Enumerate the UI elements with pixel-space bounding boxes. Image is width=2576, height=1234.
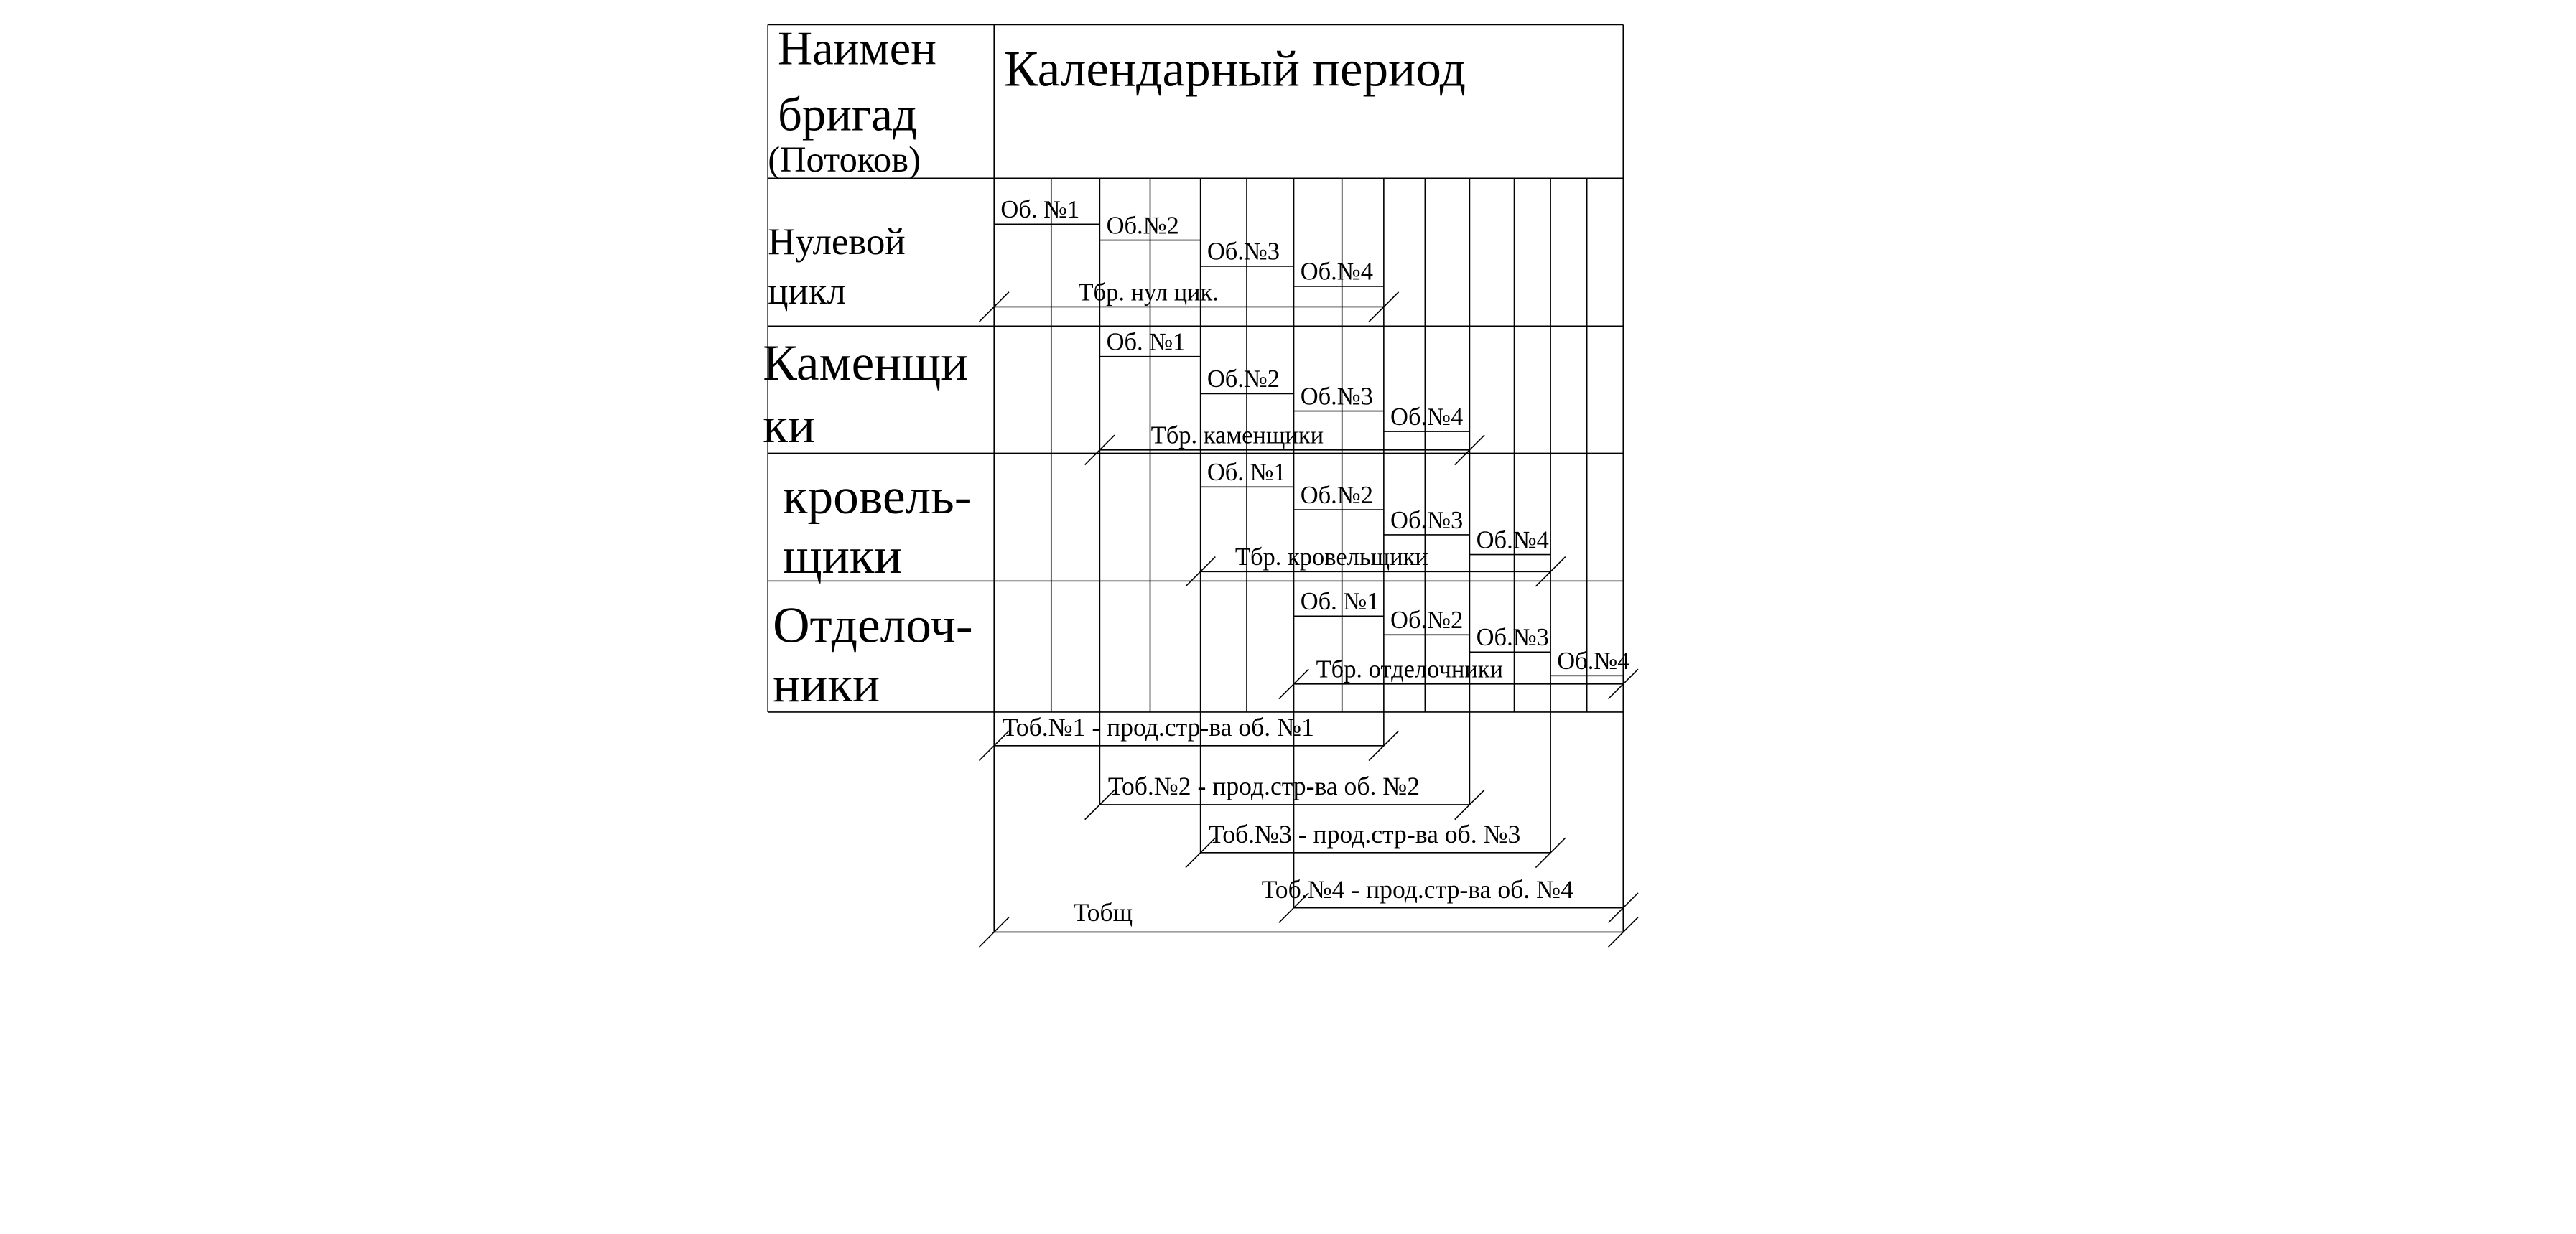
- dimension-tick: [1278, 892, 1309, 923]
- object-label: Об.№3: [1477, 624, 1549, 651]
- period-title: Календарный период: [1004, 41, 1466, 98]
- header-name-line-3: (Потоков): [768, 139, 921, 179]
- row-3-name-line-1: кровель-: [783, 468, 972, 525]
- dimension-tick: [1084, 789, 1115, 821]
- row-3-name-line-2: щики: [783, 528, 902, 584]
- dimension-tick: [978, 730, 1010, 762]
- object-label: Об.№2: [1301, 482, 1373, 509]
- header-name-line-2: бригад: [778, 89, 917, 141]
- object-label: Об. №1: [1301, 588, 1380, 615]
- object-duration-label: Тоб.№1 - прод.стр-ва об. №1: [1003, 713, 1314, 742]
- dimension-tick: [1368, 291, 1400, 322]
- header-name-line-1: Наимен: [778, 23, 936, 75]
- object-label: Об. №1: [1207, 459, 1286, 486]
- dimension-tick: [1084, 434, 1115, 466]
- dimension-tick: [1185, 837, 1216, 869]
- dimension-tick: [1185, 556, 1216, 587]
- brigade-duration-label: Тбр. отделочники: [1316, 656, 1503, 683]
- object-duration-label: Тоб.№2 - прод.стр-ва об. №2: [1108, 772, 1420, 800]
- dimension-tick: [1454, 434, 1485, 466]
- row-2-name-line-1: Каменщи: [763, 335, 968, 391]
- brigade-duration-label: Тбр. каменщики: [1151, 422, 1324, 449]
- object-duration-label: Тоб.№4 - прод.стр-ва об. №4: [1262, 875, 1573, 904]
- object-label: Об.№2: [1107, 212, 1179, 239]
- object-label: Об.№4: [1557, 648, 1629, 675]
- dimension-tick: [1454, 789, 1485, 821]
- object-label: Об.№4: [1301, 258, 1373, 286]
- object-label: Об.№3: [1390, 507, 1463, 534]
- dimension-tick: [1608, 668, 1639, 700]
- object-label: Об.№3: [1207, 238, 1280, 266]
- object-label: Об.№4: [1477, 526, 1549, 553]
- dimension-tick: [978, 917, 1010, 948]
- bar-labels: Об. №1 Об.№2 Об.№3 Об.№4 Тбр. нул цик. Об. №1…: [1000, 196, 1629, 927]
- dimension-tick: [1535, 837, 1566, 869]
- object-duration-label: Тоб.№3 - прод.стр-ва об. №3: [1209, 820, 1520, 849]
- object-label: Об.№2: [1207, 365, 1280, 393]
- object-label: Об.№2: [1390, 607, 1463, 634]
- dimension-tick: [1608, 917, 1639, 948]
- overall-duration-label: Тобщ: [1074, 898, 1133, 927]
- dimension-tick: [1278, 668, 1309, 700]
- row-4-name-line-2: ники: [773, 656, 880, 713]
- schedule-bars: [978, 223, 1639, 948]
- row-2-name-line-2: ки: [763, 397, 815, 454]
- dimension-tick: [1535, 556, 1566, 587]
- object-label: Об. №1: [1107, 328, 1186, 355]
- dimension-tick: [1608, 892, 1639, 923]
- object-label: Об.№4: [1390, 403, 1463, 431]
- row-1-name-line-2: цикл: [768, 271, 846, 312]
- brigade-duration-label: Тбр. нул цик.: [1078, 279, 1218, 306]
- dimension-tick: [978, 291, 1010, 322]
- row-1-name-line-1: Нулевой: [768, 221, 906, 263]
- object-label: Об.№3: [1301, 383, 1373, 410]
- table-grid: [767, 24, 1624, 932]
- dimension-tick: [1368, 730, 1400, 762]
- brigade-duration-label: Тбр. кровельщики: [1235, 543, 1428, 571]
- object-label: Об. №1: [1000, 196, 1079, 223]
- row-4-name-line-1: Отделоч-: [773, 597, 972, 653]
